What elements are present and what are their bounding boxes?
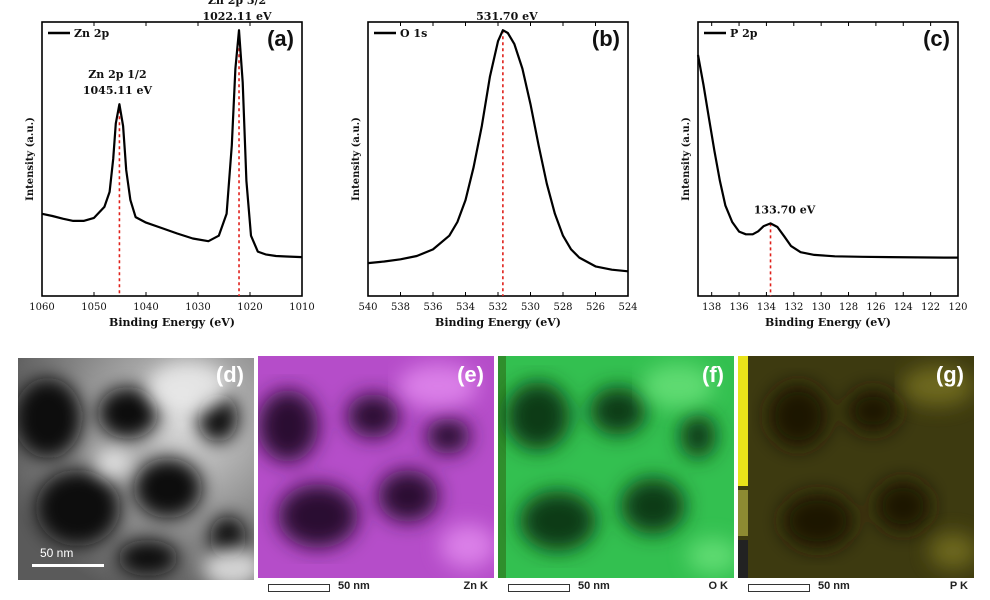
x-tick-label: 1020 <box>237 302 262 313</box>
x-tick-label: 540 <box>358 302 377 313</box>
x-tick-label: 1040 <box>133 302 158 313</box>
legend-label: O 1s <box>400 27 427 40</box>
peak-annotation: Zn 2p 1/2 <box>88 68 146 81</box>
chart-1: 540 538 536 534 532 530 528 526 524 Binding Energ… <box>351 10 638 329</box>
x-tick-label: 528 <box>553 302 572 313</box>
x-tick-label: 124 <box>894 302 913 313</box>
peak-annotation: Zn 2p 3/2 <box>208 0 266 7</box>
y-axis-label: Intensity (a.u.) <box>351 117 362 201</box>
scalebar-label-f: 50 nm <box>578 580 610 592</box>
chart-0: 1060 1050 1040 1030 1020 1010 Binding Energy (… <box>25 0 315 329</box>
chart-2: 138 136 134 132 130 128 126 124 122 120 Binding En… <box>681 21 968 329</box>
legend-label: Zn 2p <box>74 27 110 40</box>
x-axis-label: Binding Energy (eV) <box>109 316 235 329</box>
x-tick-label: 1030 <box>185 302 210 313</box>
x-tick-label: 538 <box>391 302 410 313</box>
panel-label-f: (f) <box>702 362 724 387</box>
o-map-panel: (f) <box>498 356 734 578</box>
tem-micrograph <box>18 358 254 580</box>
p-map-panel: (g) <box>738 356 974 578</box>
scalebar-label-e: 50 nm <box>338 580 370 592</box>
panel-label: (c) <box>923 26 950 51</box>
spectrum-line <box>367 29 629 273</box>
x-tick-label: 1050 <box>81 302 106 313</box>
x-tick-label: 136 <box>730 302 749 313</box>
panel-label-g: (g) <box>935 362 964 387</box>
peak-annotation: 133.70 eV <box>754 203 816 216</box>
x-tick-label: 134 <box>757 302 776 313</box>
x-tick-label: 132 <box>784 302 803 313</box>
tem-image-panel: (d) 50 nm <box>18 358 254 580</box>
plot-frame <box>367 21 629 297</box>
x-tick-label: 534 <box>456 302 475 313</box>
x-tick-label: 536 <box>423 302 442 313</box>
legend-label: P 2p <box>730 27 758 40</box>
xps-charts: 1060 1050 1040 1030 1020 1010 Binding Energy (… <box>25 0 968 329</box>
spectrum-line <box>41 29 303 259</box>
x-axis-label: Binding Energy (eV) <box>765 316 891 329</box>
spectrum-line <box>696 54 958 259</box>
panel-label-d: (d) <box>215 362 244 387</box>
panel-label: (a) <box>267 26 294 51</box>
element-label-e: Zn K <box>463 580 488 592</box>
x-tick-label: 532 <box>488 302 507 313</box>
x-tick-label: 122 <box>921 302 940 313</box>
scalebar-g <box>748 584 810 592</box>
scalebar-row-f: 50 nm O K <box>498 580 734 596</box>
scalebar-e <box>268 584 330 592</box>
scalebar-row-e: 50 nm Zn K <box>258 580 494 596</box>
y-axis-label: Intensity (a.u.) <box>681 117 692 201</box>
x-axis-label: Binding Energy (eV) <box>435 316 561 329</box>
panel-label: (b) <box>592 26 620 51</box>
x-tick-label: 130 <box>812 302 831 313</box>
scalebar-row-g: 50 nm P K <box>738 580 974 596</box>
o-eds-map <box>498 356 734 578</box>
scalebar-f <box>508 584 570 592</box>
x-tick-label: 126 <box>866 302 885 313</box>
scalebar-label-g: 50 nm <box>818 580 850 592</box>
peak-annotation: 531.70 eV <box>476 10 538 23</box>
x-tick-label: 138 <box>702 302 721 313</box>
scalebar-label-d: 50 nm <box>40 546 74 560</box>
x-tick-label: 128 <box>839 302 858 313</box>
plot-frame <box>41 21 303 297</box>
element-label-g: P K <box>949 580 968 592</box>
zn-eds-map <box>258 356 494 578</box>
plot-frame <box>697 21 959 297</box>
p-eds-map <box>738 356 974 578</box>
panel-label-e: (e) <box>457 362 484 387</box>
x-tick-label: 120 <box>948 302 967 313</box>
x-tick-label: 530 <box>521 302 540 313</box>
x-tick-label: 1060 <box>29 302 54 313</box>
peak-annotation-value: 1045.11 eV <box>83 84 153 97</box>
element-label-f: O K <box>708 580 728 592</box>
x-tick-label: 1010 <box>289 302 314 313</box>
x-tick-label: 524 <box>618 302 637 313</box>
zn-map-panel: (e) <box>258 356 494 578</box>
y-axis-label: Intensity (a.u.) <box>25 117 36 201</box>
peak-annotation-value: 1022.11 eV <box>202 10 272 23</box>
x-tick-label: 526 <box>586 302 605 313</box>
